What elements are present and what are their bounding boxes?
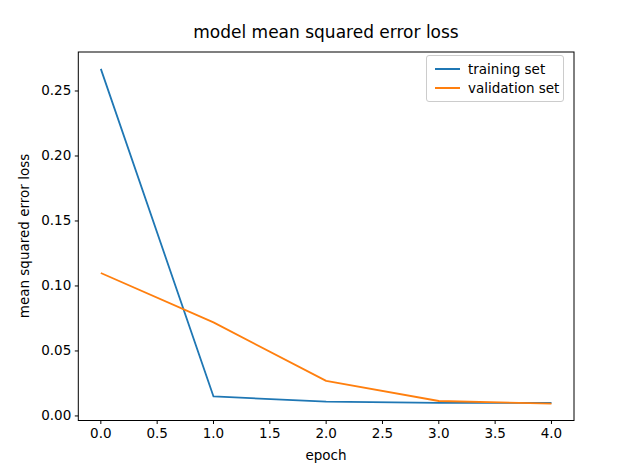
y-tick-label: 0.20 (41, 147, 71, 163)
y-tick-label: 0.00 (41, 407, 71, 423)
x-tick-label: 2.0 (315, 425, 336, 441)
x-tick-label: 3.5 (484, 425, 505, 441)
x-tick-label: 2.5 (372, 425, 393, 441)
y-tick-label: 0.05 (41, 342, 71, 358)
x-tick-label: 3.0 (428, 425, 449, 441)
legend-entry-training: training set (435, 61, 555, 77)
legend-line-validation-icon (435, 87, 460, 89)
x-tick-label: 0.0 (90, 425, 111, 441)
chart-title: model mean squared error loss (78, 22, 574, 42)
x-tick-label: 4.0 (541, 425, 562, 441)
x-axis-label: epoch (78, 447, 574, 463)
legend-entry-validation: validation set (435, 80, 555, 96)
x-tick-label: 1.0 (203, 425, 224, 441)
legend-line-training-icon (435, 68, 460, 70)
legend-label-validation: validation set (468, 80, 559, 96)
legend: training set validation set (426, 55, 564, 102)
y-tick-label: 0.15 (41, 212, 71, 228)
figure: 0.0 0.5 1.0 1.5 2.0 2.5 3.0 3.5 4.0 0.00 0.05 0.10 0… (0, 0, 635, 470)
x-tick-label: 0.5 (146, 425, 167, 441)
y-tick-label: 0.10 (41, 277, 71, 293)
y-axis-label: mean squared error loss (16, 136, 32, 336)
axes-frame (78, 52, 574, 421)
legend-label-training: training set (468, 61, 545, 77)
y-tick-label: 0.25 (41, 82, 71, 98)
x-tick-label: 1.5 (259, 425, 280, 441)
